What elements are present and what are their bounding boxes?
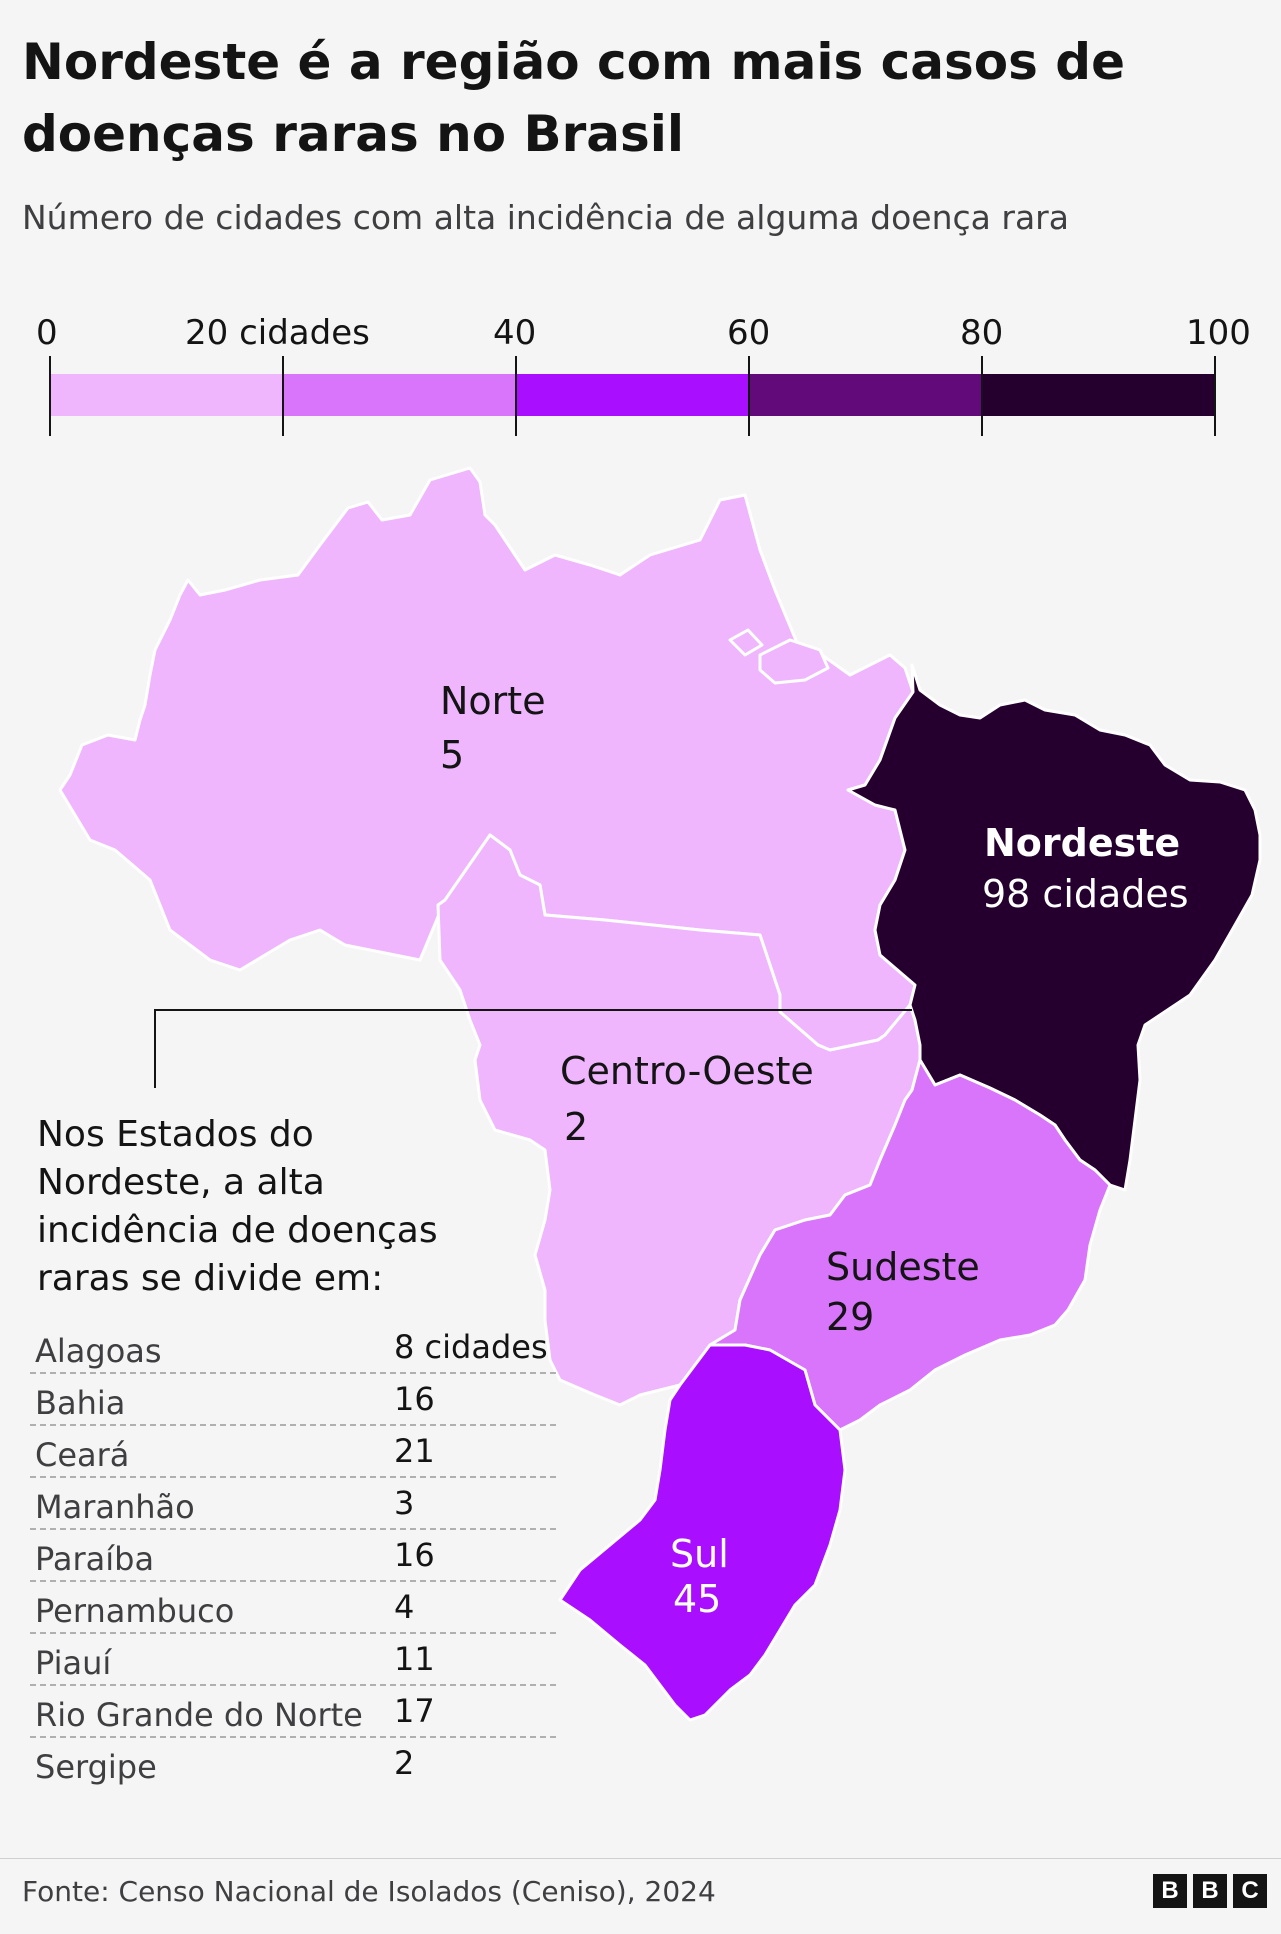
state-name: Pernambuco — [35, 1592, 234, 1630]
label-sudeste-value: 29 — [826, 1295, 874, 1339]
state-value: 21 — [394, 1432, 435, 1470]
color-legend: 0 20 cidades 40 60 80 100 — [36, 313, 1251, 436]
region-sul — [558, 1343, 847, 1722]
states-table: Alagoas 8 cidades Bahia 16 Ceará 21 Mara… — [30, 1328, 556, 1786]
legend-bin-60-80 — [749, 374, 982, 416]
table-row: Maranhão 3 — [30, 1484, 556, 1530]
state-name: Paraíba — [35, 1540, 154, 1578]
footer-divider — [0, 1858, 1281, 1859]
state-name: Piauí — [35, 1644, 112, 1682]
logo-letter: B — [1193, 1874, 1227, 1908]
note-line: raras se divide em: — [37, 1258, 383, 1299]
state-name: Ceará — [35, 1436, 129, 1474]
state-value: 11 — [394, 1640, 435, 1678]
legend-bin-20-40 — [283, 374, 516, 416]
table-row: Bahia 16 — [30, 1380, 556, 1426]
state-value: 8 cidades — [394, 1328, 548, 1366]
note-line: Nordeste, a alta — [37, 1162, 325, 1203]
logo-letter: B — [1153, 1874, 1187, 1908]
label-sul-value: 45 — [673, 1577, 721, 1621]
label-centro-oeste-name: Centro-Oeste — [560, 1049, 814, 1093]
legend-bin-40-60 — [516, 374, 749, 416]
chart-subtitle: Número de cidades com alta incidência de… — [22, 198, 1069, 237]
source-note: Fonte: Censo Nacional de Isolados (Cenis… — [22, 1875, 716, 1908]
region-nordeste — [846, 663, 1262, 1192]
label-centro-oeste-value: 2 — [564, 1105, 588, 1149]
state-name: Rio Grande do Norte — [35, 1696, 363, 1734]
callout-connector — [154, 1009, 912, 1088]
marajo-island — [758, 638, 830, 685]
state-name: Bahia — [35, 1384, 125, 1422]
label-norte-value: 5 — [440, 733, 464, 777]
region-sudeste — [708, 1058, 1112, 1432]
table-row: Pernambuco 4 — [30, 1588, 556, 1634]
legend-label-80: 80 — [960, 313, 1003, 353]
table-row: Sergipe 2 — [35, 1744, 414, 1786]
table-row: Piauí 11 — [30, 1640, 556, 1686]
chart-title: Nordeste é a região com mais casos de do… — [22, 33, 1126, 163]
bbc-logo: B B C — [1153, 1874, 1267, 1908]
state-value: 3 — [394, 1484, 414, 1522]
state-value: 4 — [394, 1588, 414, 1626]
legend-bin-0-20 — [50, 374, 283, 416]
state-name: Alagoas — [35, 1332, 162, 1370]
legend-label-20: 20 cidades — [185, 313, 370, 353]
note-line: Nos Estados do — [37, 1114, 314, 1155]
state-value: 16 — [394, 1536, 435, 1574]
state-value: 2 — [394, 1744, 414, 1782]
legend-label-40: 40 — [493, 313, 536, 353]
coastal-islands — [728, 628, 764, 657]
legend-label-60: 60 — [727, 313, 770, 353]
note-line: incidência de doenças — [37, 1210, 438, 1251]
table-row: Paraíba 16 — [30, 1536, 556, 1582]
table-row: Rio Grande do Norte 17 — [30, 1692, 556, 1738]
state-name: Sergipe — [35, 1748, 157, 1786]
legend-label-100: 100 — [1186, 313, 1251, 353]
logo-letter: C — [1233, 1874, 1267, 1908]
state-value: 17 — [394, 1692, 435, 1730]
label-sul-name: Sul — [670, 1532, 729, 1576]
label-nordeste-name: Nordeste — [984, 821, 1180, 865]
label-sudeste-name: Sudeste — [826, 1245, 980, 1289]
legend-bin-80-100 — [982, 374, 1215, 416]
label-norte-name: Norte — [440, 679, 546, 723]
legend-label-0: 0 — [36, 313, 58, 353]
label-nordeste-value: 98 cidades — [982, 872, 1189, 916]
state-name: Maranhão — [35, 1488, 195, 1526]
table-row: Ceará 21 — [30, 1432, 556, 1478]
state-value: 16 — [394, 1380, 435, 1418]
table-row: Alagoas 8 cidades — [30, 1328, 556, 1374]
